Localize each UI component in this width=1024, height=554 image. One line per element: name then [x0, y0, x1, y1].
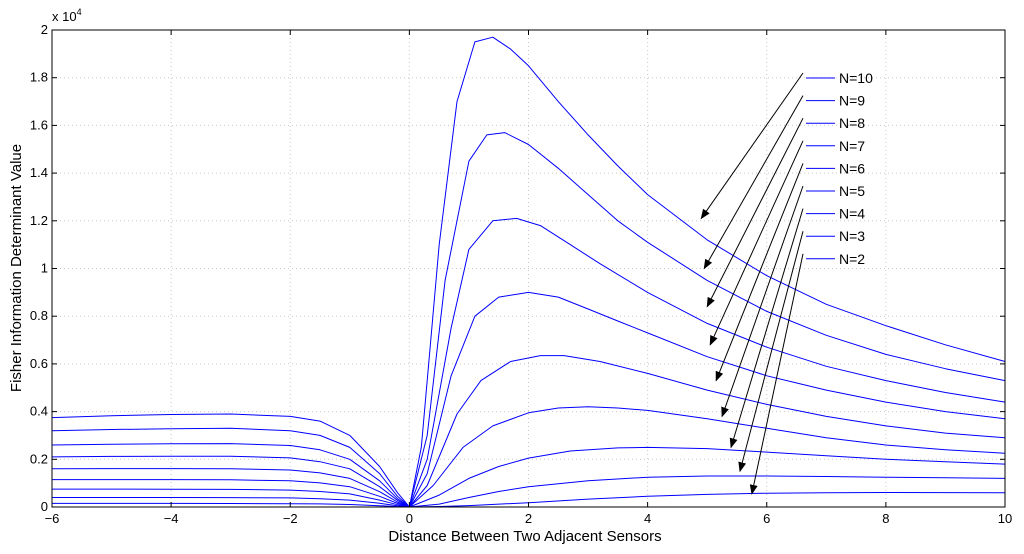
series-line-n-4: [52, 446, 1006, 508]
legend: N=10 N=9 N=8 N=7 N=6 N=5 N=4 N=3 N=2: [806, 70, 873, 267]
arrows: [700, 72, 804, 495]
series-line-n-9: [51, 132, 1006, 508]
annotation-arrow: [715, 163, 804, 382]
y-multiplier-exp: 4: [77, 7, 82, 17]
y-tick-label: 1.8: [30, 70, 48, 85]
series-line-n-7: [51, 291, 1006, 508]
y-tick-label: 1.6: [30, 117, 48, 132]
legend-label: N=2: [839, 251, 865, 267]
y-tick-label: 0.6: [30, 356, 48, 371]
x-tick-label: −6: [45, 511, 60, 526]
annotation-arrow: [729, 208, 804, 449]
legend-label: N=8: [839, 115, 865, 131]
series-line-n-3: [52, 475, 1006, 508]
axes: −6 −4 −2 0 2 4 6 8 10 0 0.2 0.4 0.6 0.8 1 1.2 1.4 1.6 1.8 2: [30, 22, 1012, 526]
x-tick-label: 4: [644, 511, 651, 526]
grid: [52, 30, 1005, 507]
annotation-arrow: [709, 140, 804, 346]
y-tick-label: 0.8: [30, 308, 48, 323]
annotation-arrow: [706, 117, 804, 308]
x-axis-label: Distance Between Two Adjacent Sensors: [388, 528, 661, 545]
x-tick-label: 6: [763, 511, 770, 526]
x-tick-label: 10: [998, 511, 1012, 526]
legend-label: N=3: [839, 228, 865, 244]
annotation-arrow: [703, 95, 804, 270]
y-axis-label: Fisher Information Determinant Value: [8, 144, 25, 392]
y-tick-label: 1.2: [30, 213, 48, 228]
legend-label: N=9: [839, 93, 865, 109]
annotation-arrow: [749, 253, 804, 495]
x-tick-label: −4: [164, 511, 179, 526]
y-tick-label: 2: [41, 22, 48, 37]
x-tick-label: −2: [283, 511, 298, 526]
legend-label: N=4: [839, 206, 865, 222]
annotation-arrow: [738, 231, 804, 473]
legend-label: N=6: [839, 160, 865, 176]
annotation-arrow: [721, 185, 804, 418]
series-line-n-8: [51, 217, 1006, 508]
y-tick-label: 0.2: [30, 451, 48, 466]
y-tick-label: 1.4: [30, 165, 48, 180]
y-tick-label: 0.4: [30, 404, 48, 419]
series-line-n-6: [51, 355, 1006, 508]
annotation-arrow: [700, 72, 804, 220]
y-multiplier-base: x 10: [52, 9, 77, 24]
y-tick-label: 1: [41, 261, 48, 276]
legend-label: N=5: [839, 183, 865, 199]
x-tick-label: 8: [882, 511, 889, 526]
y-tick-label: 0: [41, 499, 48, 514]
x-tick-label: 2: [525, 511, 532, 526]
series-layer: [51, 36, 1006, 508]
x-tick-label: 0: [406, 511, 413, 526]
legend-label: N=7: [839, 138, 865, 154]
legend-label: N=10: [839, 70, 873, 86]
y-multiplier: x 104: [52, 7, 82, 24]
series-line-n-5: [52, 406, 1006, 508]
